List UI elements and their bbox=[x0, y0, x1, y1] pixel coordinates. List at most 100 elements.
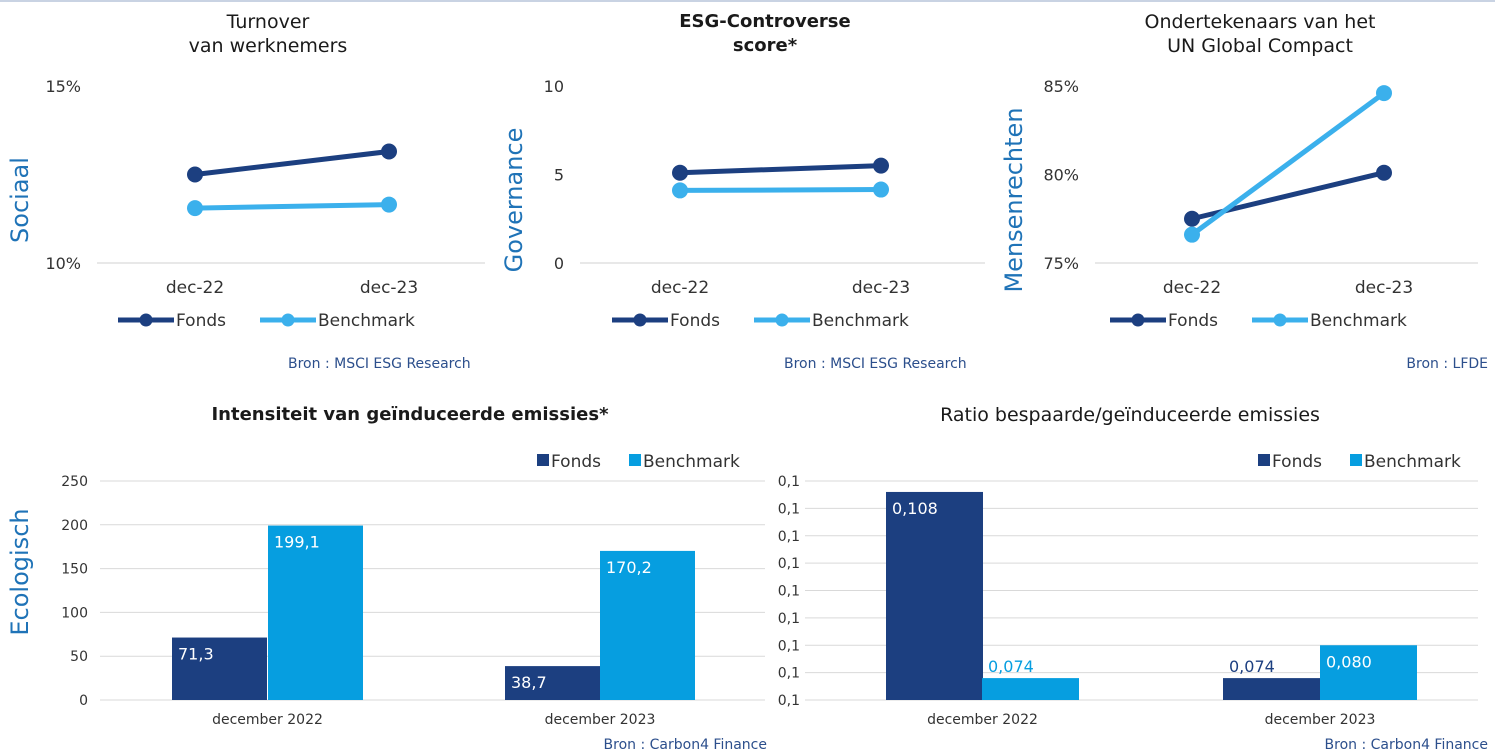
chart4-y-tick-label: 250 bbox=[61, 474, 88, 490]
chart5-legend-swatch-benchmark bbox=[1350, 454, 1362, 466]
chart5-y-tick-label: 0,1 bbox=[778, 611, 800, 627]
chart1-y-tick-label: 10% bbox=[45, 254, 81, 273]
chart2-y-tick-label: 10 bbox=[544, 77, 564, 96]
chart1-point-fonds bbox=[187, 166, 203, 183]
chart2-point-benchmark bbox=[672, 182, 688, 199]
chart3-title-line2: UN Global Compact bbox=[1167, 35, 1353, 57]
chart3-x-tick-label: dec-23 bbox=[1355, 278, 1413, 298]
chart2-point-fonds bbox=[873, 157, 889, 174]
chart2-point-benchmark bbox=[873, 181, 889, 198]
chart4-y-tick-label: 100 bbox=[61, 605, 88, 621]
chart4-bar-fonds bbox=[505, 666, 600, 700]
chart2-legend-marker-fonds bbox=[633, 313, 647, 327]
chart5-y-tick-label: 0,1 bbox=[778, 666, 800, 682]
chart2-legend-label: Fonds bbox=[670, 311, 720, 331]
chart3-point-benchmark bbox=[1184, 226, 1200, 243]
chart4-legend-label: Fonds bbox=[551, 452, 601, 472]
chart5-bar-benchmark bbox=[982, 678, 1079, 700]
chart1-legend-marker-fonds bbox=[139, 313, 153, 327]
chart5-legend-swatch-fonds bbox=[1258, 454, 1270, 466]
chart4-data-label: 170,2 bbox=[606, 558, 652, 577]
chart1-title-line1: Turnover bbox=[226, 11, 310, 33]
chart3-title: Ondertekenaars van het UN Global Compact bbox=[1100, 10, 1420, 58]
chart3-legend-label: Benchmark bbox=[1310, 311, 1407, 331]
chart1-legend-label: Fonds bbox=[176, 311, 226, 331]
chart2-x-tick-label: dec-22 bbox=[651, 278, 709, 298]
chart5-bar-fonds bbox=[1223, 678, 1320, 700]
chart1-source: Bron : MSCI ESG Research bbox=[288, 356, 471, 372]
chart5-y-tick-label: 0,1 bbox=[778, 529, 800, 545]
chart3-series-line-benchmark bbox=[1190, 91, 1386, 237]
chart4-bar-fonds bbox=[172, 637, 267, 700]
chart2-source: Bron : MSCI ESG Research bbox=[784, 356, 967, 372]
chart4-legend-swatch-benchmark bbox=[629, 454, 641, 466]
chart4-bar-benchmark bbox=[268, 525, 363, 700]
chart5-source: Bron : Carbon4 Finance bbox=[1324, 737, 1488, 753]
chart4-source: Bron : Carbon4 Finance bbox=[603, 737, 767, 753]
chart4-y-tick-label: 150 bbox=[61, 562, 88, 578]
chart5-y-tick-label: 0,1 bbox=[778, 474, 800, 490]
chart5-legend-label: Benchmark bbox=[1364, 452, 1461, 472]
chart2-point-fonds bbox=[672, 164, 688, 181]
chart1-title: Turnover van werknemers bbox=[118, 10, 418, 58]
chart2-y-tick-label: 5 bbox=[554, 166, 564, 185]
chart5-bar-fonds bbox=[886, 491, 983, 700]
chart5-x-tick-label: december 2022 bbox=[927, 712, 1038, 728]
chart5-y-tick-label: 0,1 bbox=[778, 556, 800, 572]
chart2-title-line2: score* bbox=[732, 35, 798, 56]
chart3-x-tick-label: dec-22 bbox=[1163, 278, 1221, 298]
chart1-y-tick-label: 15% bbox=[45, 77, 81, 96]
chart2-series-line-fonds bbox=[679, 163, 882, 176]
chart4-legend-swatch-fonds bbox=[537, 454, 549, 466]
chart5-y-tick-label: 0,1 bbox=[778, 638, 800, 654]
chart1-title-line2: van werknemers bbox=[188, 35, 348, 57]
chart2-x-tick-label: dec-23 bbox=[852, 278, 910, 298]
chart1-legend-label: Benchmark bbox=[318, 311, 415, 331]
chart3-point-fonds bbox=[1184, 210, 1200, 227]
chart5-y-tick-label: 0,1 bbox=[778, 501, 800, 517]
chart3-source: Bron : LFDE bbox=[1406, 356, 1488, 372]
chart4-x-tick-label: december 2023 bbox=[545, 712, 656, 728]
chart5-data-label: 0,074 bbox=[988, 657, 1034, 676]
chart5-y-tick-label: 0,1 bbox=[778, 693, 800, 709]
chart1-x-tick-label: dec-23 bbox=[360, 278, 418, 298]
chart4-legend-label: Benchmark bbox=[643, 452, 740, 472]
chart1-series-line-benchmark bbox=[194, 202, 390, 211]
chart5-y-tick-label: 0,1 bbox=[778, 584, 800, 600]
chart2-series-line-benchmark bbox=[679, 187, 882, 193]
chart5-data-label: 0,080 bbox=[1326, 652, 1372, 671]
chart2-y-tick-label: 0 bbox=[554, 254, 564, 273]
chart3-legend-marker-benchmark bbox=[1273, 313, 1287, 327]
chart4-data-label: 38,7 bbox=[511, 673, 547, 692]
chart1-series-line-fonds bbox=[194, 149, 390, 177]
chart2-title-line1: ESG-Controverse bbox=[679, 11, 851, 32]
chart3-legend-marker-fonds bbox=[1131, 313, 1145, 327]
chart3-y-tick-label: 80% bbox=[1043, 166, 1079, 185]
chart1-point-benchmark bbox=[381, 196, 397, 213]
chart4-title: Intensiteit van geïnduceerde emissies* bbox=[211, 404, 609, 425]
top-border bbox=[0, 0, 1495, 2]
chart5-x-tick-label: december 2023 bbox=[1265, 712, 1376, 728]
chart1-point-benchmark bbox=[187, 200, 203, 217]
chart4-data-label: 71,3 bbox=[178, 645, 214, 664]
chart1-legend-marker-benchmark bbox=[281, 313, 295, 327]
chart5-title: Ratio bespaarde/geïnduceerde emissies bbox=[940, 404, 1320, 426]
chart3-y-tick-label: 85% bbox=[1043, 77, 1079, 96]
chart4-x-tick-label: december 2022 bbox=[212, 712, 323, 728]
chart2-legend-label: Benchmark bbox=[812, 311, 909, 331]
chart4-data-label: 199,1 bbox=[274, 533, 320, 552]
chart4-y-tick-label: 200 bbox=[61, 518, 88, 534]
chart4-bar-benchmark bbox=[600, 550, 695, 700]
chart4-y-tick-label: 0 bbox=[79, 693, 88, 709]
chart3-point-benchmark bbox=[1376, 85, 1392, 102]
chart5-legend-label: Fonds bbox=[1272, 452, 1322, 472]
chart5-data-label: 0,074 bbox=[1229, 657, 1275, 676]
chart5-bar-benchmark bbox=[1320, 645, 1417, 700]
chart1-point-fonds bbox=[381, 143, 397, 160]
chart1-x-tick-label: dec-22 bbox=[166, 278, 224, 298]
chart3-title-line1: Ondertekenaars van het bbox=[1144, 11, 1376, 33]
chart3-y-tick-label: 75% bbox=[1043, 254, 1079, 273]
chart5-data-label: 0,108 bbox=[892, 499, 938, 518]
chart4-y-tick-label: 50 bbox=[70, 649, 88, 665]
